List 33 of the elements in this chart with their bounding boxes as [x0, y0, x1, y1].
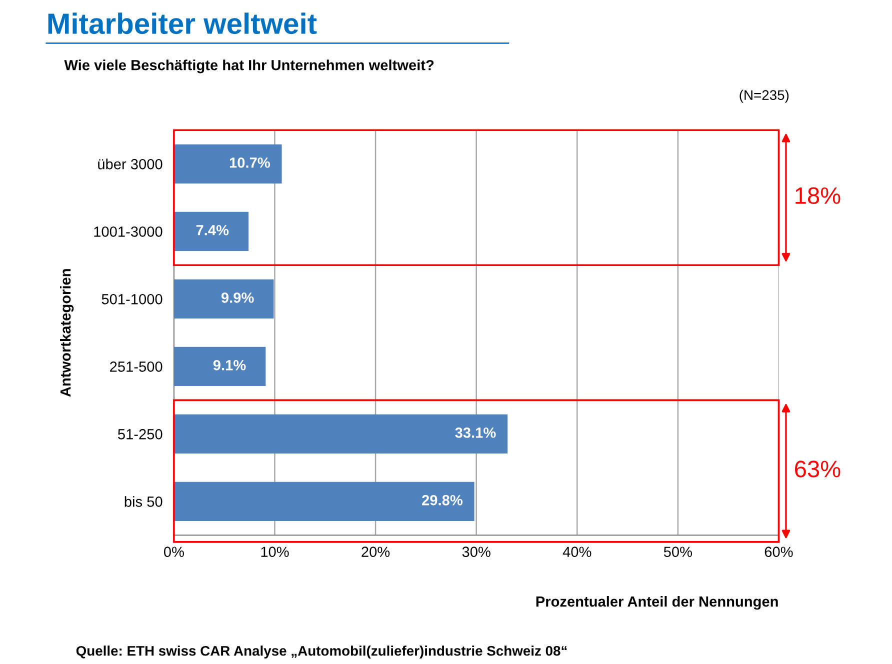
y-tick-label: über 3000 — [98, 158, 162, 170]
source-note: Quelle: ETH swiss CAR Analyse „Automobil(zuliefer)industrie Schweiz 08“ — [76, 646, 567, 659]
y-tick-label: bis 50 — [124, 496, 162, 507]
chart-title: Mitarbeiter weltweit — [48, 12, 317, 34]
chart-subtitle: Wie viele Beschäftigte hat Ihr Unternehmen weltweit? — [64, 60, 434, 74]
y-tick-label: 501-1000 — [102, 294, 162, 304]
text: (N=235) — [740, 90, 789, 103]
bar — [174, 346, 266, 386]
x-tick-label: 20% — [362, 546, 390, 558]
x-tick-label: 10% — [261, 546, 289, 558]
x-tick-label: 40% — [562, 546, 592, 558]
data-label: 9.9% — [221, 292, 254, 303]
y-tick-label: 1001-3000 — [94, 226, 162, 237]
x-tick-label: 60% — [764, 546, 793, 558]
y-axis-title: Antwortkategorien — [60, 269, 74, 397]
bar — [174, 279, 274, 318]
bar — [174, 144, 282, 184]
x-tick-label: 30% — [462, 546, 490, 558]
bar — [174, 414, 508, 454]
bar — [174, 482, 474, 522]
text: 18% — [796, 187, 840, 204]
x-axis-title: Prozentualer Anteil der Nennungen — [536, 596, 778, 610]
data-label: 33.1% — [455, 428, 496, 438]
data-label: 7.4% — [196, 225, 229, 236]
data-label: 10.7% — [230, 157, 270, 168]
bar — [174, 212, 249, 251]
data-label: 9.1% — [213, 360, 246, 370]
x-tick-label: 50% — [664, 546, 692, 558]
text: 63% — [795, 460, 840, 478]
data-label: 29.8% — [422, 495, 462, 506]
x-tick-label: 0% — [164, 546, 184, 558]
y-tick-label: 51-250 — [118, 429, 162, 440]
y-tick-label: 251-500 — [110, 362, 162, 372]
